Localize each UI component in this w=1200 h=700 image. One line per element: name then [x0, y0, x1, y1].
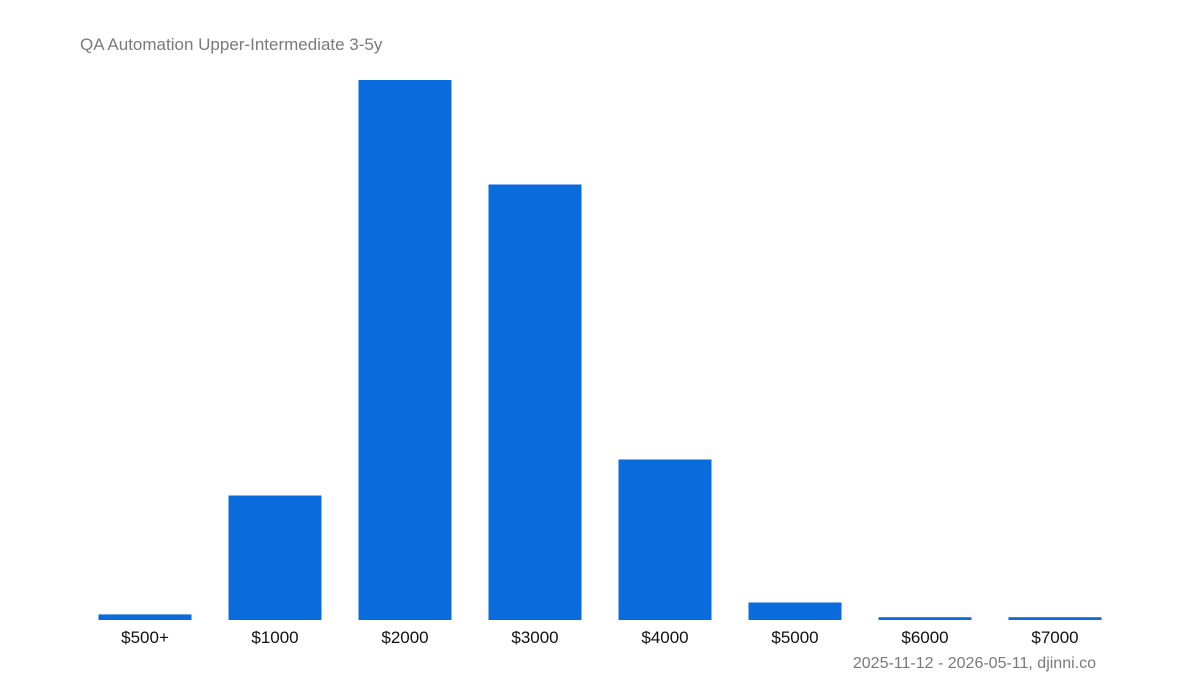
x-tick-label-3: $3000 — [511, 628, 558, 647]
x-tick-label-4: $4000 — [641, 628, 688, 647]
chart-title: QA Automation Upper-Intermediate 3-5y — [80, 35, 383, 54]
bar-2 — [358, 80, 452, 620]
x-tick-label-2: $2000 — [381, 628, 428, 647]
bar-5 — [748, 602, 842, 620]
x-tick-label-5: $5000 — [771, 628, 818, 647]
x-tick-label-0: $500+ — [121, 628, 169, 647]
x-tick-labels: $500+ $1000 $2000 $3000 $4000 $5000 $6000 $7000 — [121, 628, 1079, 647]
x-tick-label-1: $1000 — [251, 628, 298, 647]
bar-4 — [618, 459, 712, 620]
chart-footer: 2025-11-12 - 2026-05-11, djinni.co — [852, 655, 1096, 672]
x-tick-label-6: $6000 — [901, 628, 948, 647]
bar-6 — [878, 617, 972, 620]
x-tick-label-7: $7000 — [1031, 628, 1078, 647]
bars-group — [98, 80, 1102, 620]
bar-1 — [228, 495, 322, 620]
bar-3 — [488, 184, 582, 620]
bar-7 — [1008, 617, 1102, 620]
bar-0 — [98, 614, 192, 620]
